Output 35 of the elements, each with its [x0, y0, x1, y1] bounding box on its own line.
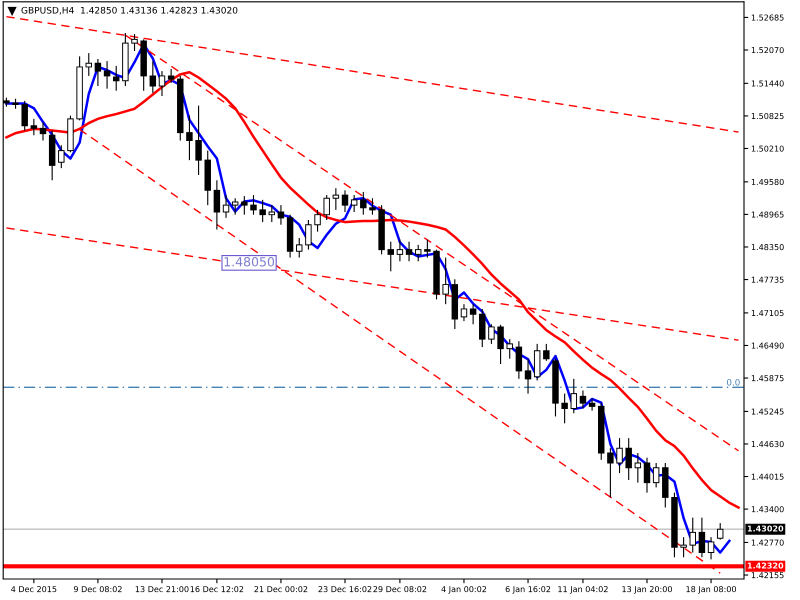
y-tick-label: 1.42770	[752, 540, 784, 546]
ref-line-label: 1.43020	[748, 525, 784, 532]
ref-line-label: 1.42320	[748, 562, 784, 569]
y-tick-label: 1.46490	[752, 342, 784, 349]
y-tick-label: 1.49580	[752, 178, 784, 186]
y-tick-label: 1.50210	[752, 146, 784, 152]
x-tick-label: 9 Dec 08:02	[74, 586, 122, 592]
y-tick-label: 1.45245	[752, 408, 784, 415]
x-tick-label: 13 Dec 21:00	[136, 586, 189, 592]
x-tick-label: 18 Jan 08:00	[686, 586, 736, 594]
x-tick-label: 23 Dec 16:02	[318, 586, 372, 592]
x-tick-label: 6 Jan 16:02	[506, 586, 550, 594]
y-tick-label: 1.48965	[752, 211, 784, 218]
x-tick-label: 4 Dec 2015	[11, 586, 56, 592]
y-tick-label: 1.42155	[752, 572, 784, 578]
x-tick-label: 13 Jan 20:00	[622, 586, 672, 594]
y-tick-label: 1.51440	[752, 80, 784, 87]
x-tick-label: 21 Dec 00:02	[254, 586, 308, 592]
y-tick-label: 1.52685	[752, 14, 784, 21]
annotation: 0.0	[726, 378, 740, 386]
y-tick-label: 1.43400	[752, 506, 784, 512]
annotation: 1.48050	[224, 257, 274, 266]
y-tick-label: 1.47105	[752, 310, 784, 316]
chart-title: GBPUSD,H4 1.42850 1.43136 1.42823 1.43020	[21, 6, 238, 15]
y-tick-label: 1.52070	[752, 47, 784, 54]
y-tick-label: 1.44015	[752, 474, 784, 480]
y-tick-label: 1.47735	[752, 276, 784, 283]
x-tick-label: 11 Jan 04:02	[558, 586, 608, 594]
y-tick-label: 1.50825	[752, 113, 784, 120]
x-tick-label: 16 Dec 12:02	[190, 586, 244, 592]
y-tick-label: 1.48350	[752, 244, 784, 250]
y-tick-label: 1.44630	[752, 441, 784, 448]
y-tick-label: 1.45875	[752, 375, 784, 382]
x-tick-label: 29 Dec 08:02	[373, 586, 426, 592]
x-tick-label: 4 Jan 00:02	[441, 586, 486, 594]
